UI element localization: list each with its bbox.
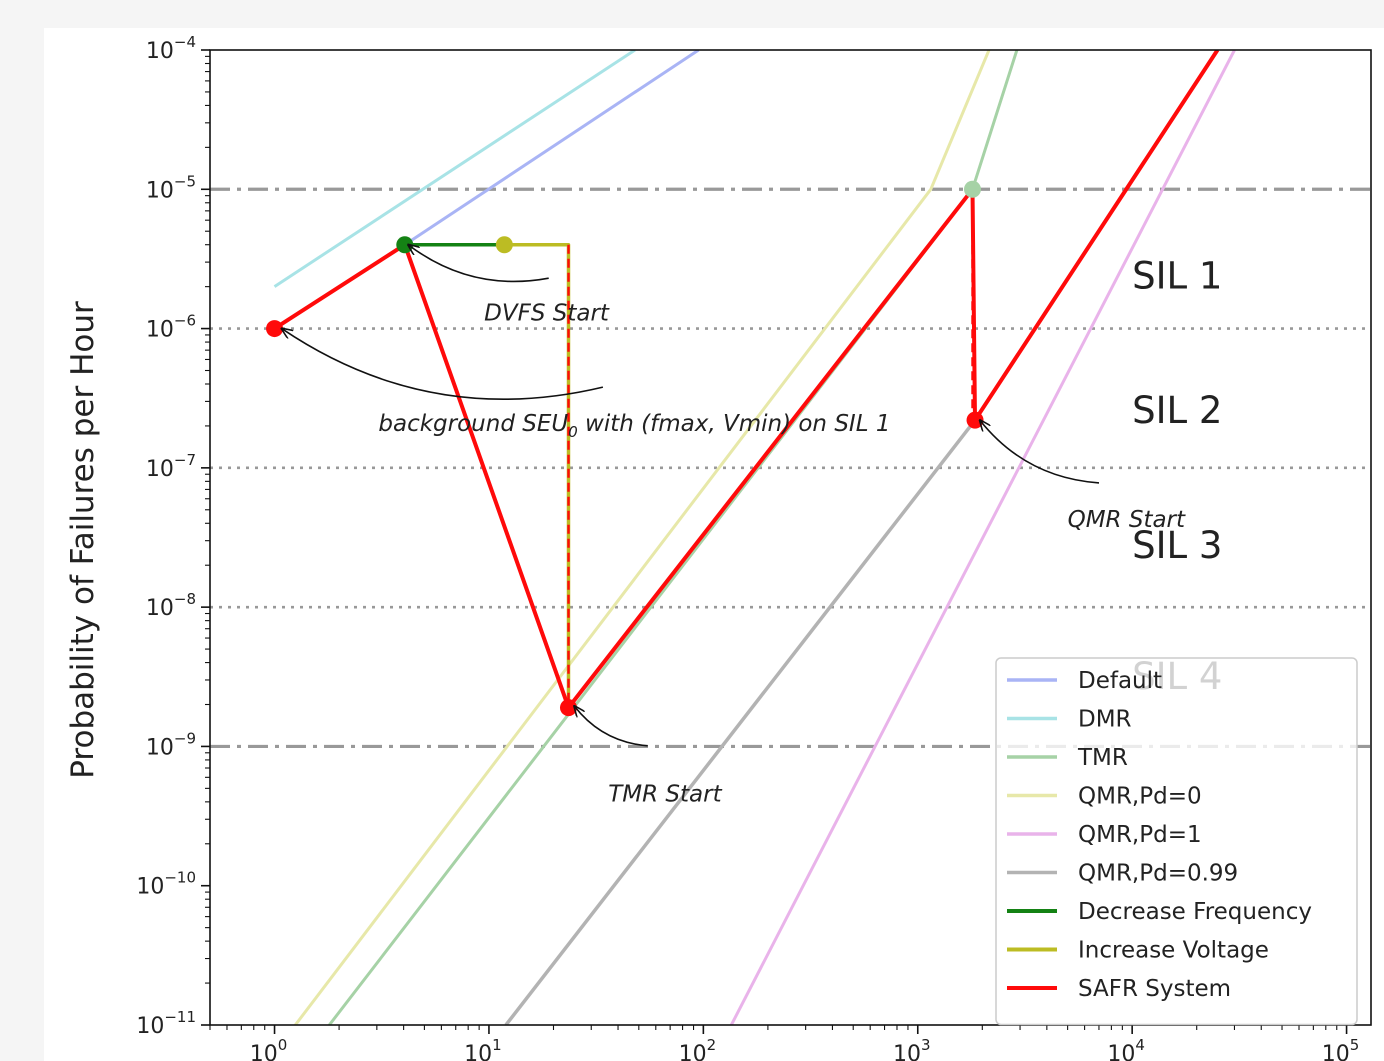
legend-box — [995, 657, 1358, 1026]
series-line-safr-system — [273, 50, 1220, 710]
annotation-arrow — [574, 706, 648, 747]
sil-label: SIL 1 — [1132, 255, 1222, 298]
sil-label: SIL 3 — [1132, 524, 1222, 567]
y-tick-label: 10−9 — [146, 729, 196, 760]
x-tick-label: 102 — [679, 1036, 717, 1061]
plot-frame — [209, 49, 1372, 1026]
legend-label: TMR — [1077, 745, 1128, 771]
legend-label: QMR,Pd=1 — [1078, 822, 1202, 848]
annotation-arrow — [408, 245, 549, 283]
series-line-qmr-pd-1 — [729, 50, 1236, 1025]
legend-label: Decrease Frequency — [1078, 899, 1312, 925]
series-line-qmr-pd-0-99 — [504, 419, 977, 1025]
series-line-qmr-pd-0 — [294, 50, 991, 1025]
annotation-label: QMR Start — [1068, 507, 1186, 533]
sil-label: SIL 2 — [1132, 389, 1222, 432]
x-tick-label: 104 — [1107, 1036, 1145, 1061]
y-tick-label: 10−5 — [146, 172, 196, 203]
data-marker — [266, 320, 284, 338]
legend-label: QMR,Pd=0.99 — [1078, 861, 1238, 887]
data-marker — [966, 411, 984, 429]
annotation-label: background SEU0 with (fmax, Vmin) on SIL… — [378, 411, 890, 441]
annotation-label: DVFS Start — [484, 301, 610, 327]
data-marker — [396, 236, 414, 254]
series-layer — [273, 50, 1236, 1025]
y-tick-label: 10−7 — [146, 451, 196, 482]
annotation-label: TMR Start — [608, 781, 722, 807]
annotation-arrow — [980, 420, 1100, 484]
x-tick-label: 103 — [893, 1036, 931, 1061]
y-tick-label: 10−8 — [146, 590, 196, 621]
legend: Default DMR TMR QMR,Pd=0 QMR,Pd=1 QMR,Pd=0.99… — [995, 657, 1358, 1026]
data-marker — [560, 699, 578, 717]
series-line-dmr — [273, 50, 636, 288]
dashed-drop-lines — [567, 189, 974, 708]
y-tick-label: 10−10 — [136, 869, 196, 900]
y-axis-label: Probability of Failures per Hour — [65, 301, 101, 779]
x-tick-label: 105 — [1322, 1036, 1360, 1061]
axis-ticks: 100 101 102 103 104 105 10−4 10−5 10−6 10−7 10−8 10… — [136, 33, 1359, 1061]
series-line-tmr — [328, 50, 1019, 1025]
annotation-arrow — [282, 329, 604, 400]
y-tick-label: 10−11 — [136, 1008, 196, 1039]
legend-label: QMR,Pd=0 — [1078, 784, 1202, 810]
legend-label: Default — [1078, 668, 1162, 694]
y-tick-label: 10−6 — [146, 312, 196, 343]
legend-label: DMR — [1078, 707, 1132, 733]
legend-label: Increase Voltage — [1078, 938, 1269, 964]
y-tick-label: 10−4 — [146, 33, 196, 64]
annotations-layer: DVFS Start background SEU0 with (fmax, Vm… — [282, 245, 1186, 807]
data-marker — [495, 236, 513, 254]
x-tick-label: 100 — [250, 1036, 288, 1061]
data-marker — [963, 180, 981, 198]
series-line-default — [403, 50, 700, 246]
x-tick-label: 101 — [464, 1036, 502, 1061]
legend-label: SAFR System — [1078, 976, 1231, 1002]
